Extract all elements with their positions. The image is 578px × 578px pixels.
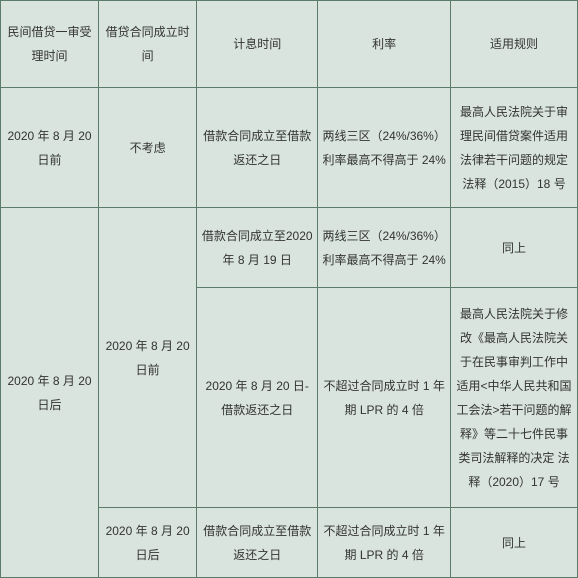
cell-period: 借款合同成立至借款返还之日 [197, 88, 318, 208]
cell-rate: 两线三区（24%/36%）利率最高不得高于 24% [318, 88, 451, 208]
col-header-interest-period: 计息时间 [197, 1, 318, 88]
cell-rule: 最高人民法院关于修改《最高人民法院关于在民事审判工作中适用<中华人民共和国工会法… [451, 288, 578, 508]
cell-rate: 不超过合同成立时 1 年期 LPR 的 4 倍 [318, 508, 451, 578]
col-header-rate: 利率 [318, 1, 451, 88]
col-header-contract-time: 借贷合同成立时间 [99, 1, 197, 88]
cell-rate: 两线三区（24%/36%）利率最高不得高于 24% [318, 208, 451, 288]
cell-rule: 最高人民法院关于审理民间借贷案件适用法律若干问题的规定 法释（2015）18 号 [451, 88, 578, 208]
cell-rule: 同上 [451, 508, 578, 578]
table-container: 民间借贷一审受理时间 借贷合同成立时间 计息时间 利率 适用规则 2020 年 … [0, 0, 578, 578]
cell-rule: 同上 [451, 208, 578, 288]
cell-period: 借款合同成立至借款返还之日 [197, 508, 318, 578]
header-row: 民间借贷一审受理时间 借贷合同成立时间 计息时间 利率 适用规则 [1, 1, 578, 88]
cell-contract-before: 2020 年 8 月 20 日前 [99, 208, 197, 508]
col-header-accept-time: 民间借贷一审受理时间 [1, 1, 99, 88]
cell-contract-after: 2020 年 8 月 20 日后 [99, 508, 197, 578]
table-row: 2020 年 8 月 20 日前 不考虑 借款合同成立至借款返还之日 两线三区（… [1, 88, 578, 208]
cell-contract-na: 不考虑 [99, 88, 197, 208]
col-header-rule: 适用规则 [451, 1, 578, 88]
cell-period: 2020 年 8 月 20 日-借款返还之日 [197, 288, 318, 508]
cell-accept-before: 2020 年 8 月 20 日前 [1, 88, 99, 208]
table-row: 2020 年 8 月 20 日后 2020 年 8 月 20 日前 借款合同成立… [1, 208, 578, 288]
lending-rules-table: 民间借贷一审受理时间 借贷合同成立时间 计息时间 利率 适用规则 2020 年 … [0, 0, 578, 578]
cell-rate: 不超过合同成立时 1 年期 LPR 的 4 倍 [318, 288, 451, 508]
cell-period: 借款合同成立至2020 年 8 月 19 日 [197, 208, 318, 288]
cell-accept-after: 2020 年 8 月 20 日后 [1, 208, 99, 578]
